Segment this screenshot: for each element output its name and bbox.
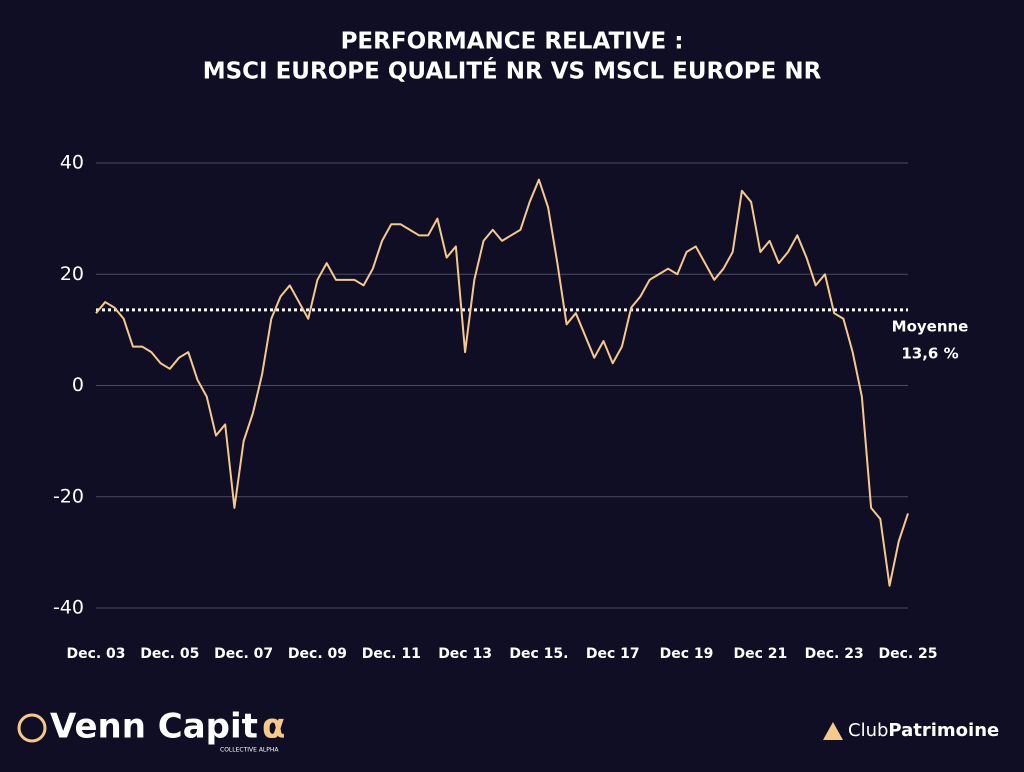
x-tick-label: Dec. 25 bbox=[878, 646, 937, 662]
chart-title: MSCI EUROPE QUALITÉ NR VS MSCL EUROPE NR bbox=[203, 57, 822, 85]
logo-tagline: COLLECTIVE ALPHA bbox=[220, 747, 279, 754]
logo-text: Venn Capit bbox=[50, 707, 258, 747]
logo-text: Club bbox=[848, 720, 888, 741]
y-tick-label: -20 bbox=[53, 485, 84, 507]
mean-label: 13,6 % bbox=[901, 345, 958, 363]
x-tick-label: Dec. 11 bbox=[362, 646, 421, 662]
chart-title: PERFORMANCE RELATIVE : bbox=[341, 29, 684, 55]
x-tick-label: Dec 17 bbox=[586, 646, 640, 662]
x-tick-label: Dec 13 bbox=[438, 646, 492, 662]
x-tick-label: Dec. 03 bbox=[66, 646, 125, 662]
y-tick-label: 20 bbox=[60, 263, 84, 285]
mean-label: Moyenne bbox=[892, 318, 969, 336]
logo-text: ClubPatrimoine bbox=[848, 720, 999, 741]
logo-icon bbox=[17, 713, 47, 743]
x-tick-label: Dec. 09 bbox=[288, 646, 347, 662]
x-tick-label: Dec 15. bbox=[509, 646, 568, 662]
y-tick-label: 0 bbox=[72, 374, 84, 396]
y-tick-label: -40 bbox=[53, 597, 84, 619]
x-tick-label: Dec. 07 bbox=[214, 646, 273, 662]
logo-alpha: α bbox=[262, 707, 285, 747]
data-line bbox=[95, 178, 909, 587]
x-tick-label: Dec 19 bbox=[660, 646, 714, 662]
x-tick-label: Dec 21 bbox=[733, 646, 787, 662]
logo-text: Patrimoine bbox=[888, 720, 999, 741]
y-tick-label: 40 bbox=[60, 152, 84, 174]
x-tick-label: Dec. 23 bbox=[805, 646, 864, 662]
logo-icon bbox=[823, 722, 843, 740]
x-tick-label: Dec. 05 bbox=[140, 646, 199, 662]
